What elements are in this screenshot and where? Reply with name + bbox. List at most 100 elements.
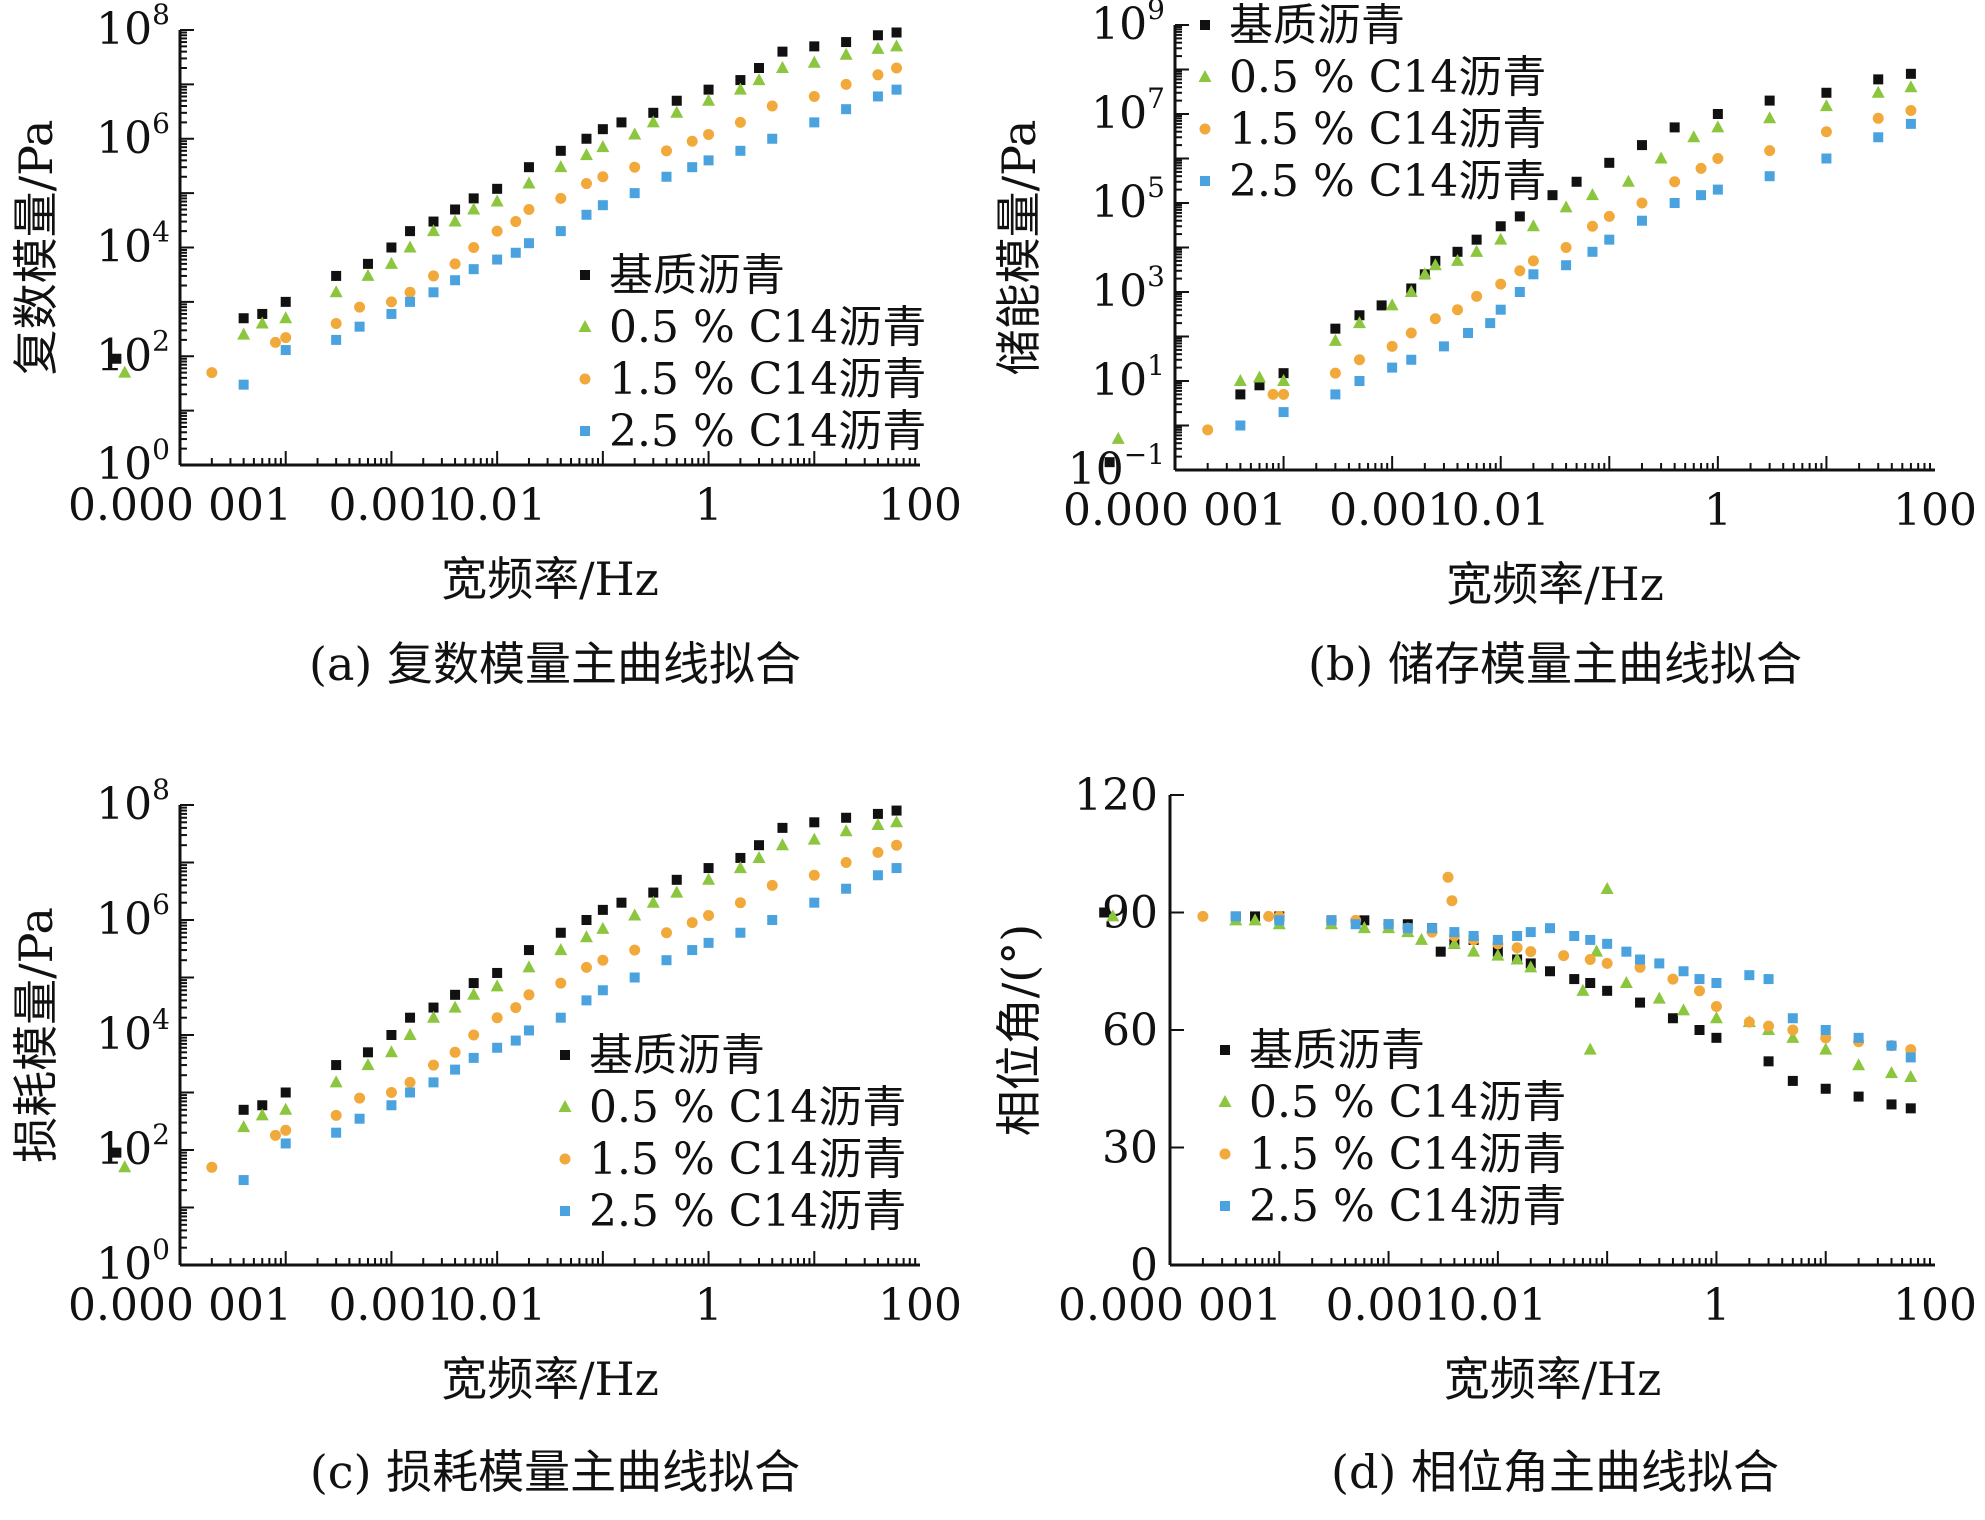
data-point xyxy=(330,318,342,330)
data-point xyxy=(255,316,269,329)
data-point xyxy=(405,1012,416,1023)
y-tick-label: 90 xyxy=(1102,888,1158,939)
data-point xyxy=(1353,354,1365,366)
series-0 xyxy=(111,805,902,1158)
data-point xyxy=(1106,909,1120,922)
data-point xyxy=(510,247,521,258)
data-point xyxy=(671,874,682,885)
data-point xyxy=(490,979,504,992)
data-point xyxy=(1418,267,1432,280)
data-point xyxy=(385,1087,397,1098)
data-point xyxy=(1905,1044,1917,1056)
data-point xyxy=(1820,1032,1832,1044)
x-axis-label: 宽频率/Hz xyxy=(1444,1352,1662,1406)
data-point xyxy=(362,258,373,269)
x-tick-label: 0.01 xyxy=(448,1280,546,1331)
data-point xyxy=(1527,255,1539,267)
data-point xyxy=(426,224,440,237)
data-point xyxy=(1202,424,1214,436)
data-point xyxy=(1514,265,1526,277)
y-tick-exponent: −1 xyxy=(1124,438,1165,471)
data-point xyxy=(386,1030,397,1040)
legend-label: 0.5 % C14沥青 xyxy=(1249,1077,1566,1128)
data-point xyxy=(891,863,902,874)
data-point xyxy=(1652,991,1666,1004)
data-point xyxy=(468,1052,479,1063)
data-point xyxy=(1669,176,1681,188)
data-point xyxy=(808,869,820,881)
data-point xyxy=(1852,1058,1866,1071)
legend-marker xyxy=(580,270,590,280)
data-point xyxy=(1584,954,1596,965)
x-axis-label: 宽频率/Hz xyxy=(1446,557,1664,611)
data-point xyxy=(428,1077,439,1088)
data-point xyxy=(1694,974,1705,985)
data-point xyxy=(555,192,567,204)
y-tick-exponent: 0 xyxy=(152,1233,170,1266)
chart-caption: (b) 储存模量主曲线拟合 xyxy=(1308,637,1802,691)
y-tick-exponent: 7 xyxy=(1147,82,1165,115)
data-point xyxy=(1601,957,1613,969)
data-point xyxy=(1544,966,1555,977)
x-tick-label: 0.01 xyxy=(1452,485,1550,536)
data-point xyxy=(492,254,503,265)
legend-marker xyxy=(1220,1201,1230,1211)
data-point xyxy=(891,84,902,95)
data-point xyxy=(703,937,714,948)
chart-caption: (a) 复数模量主曲线拟合 xyxy=(309,637,801,691)
data-point xyxy=(280,1087,291,1098)
data-point xyxy=(1696,190,1707,201)
data-point xyxy=(766,879,778,891)
data-point xyxy=(1330,323,1341,334)
data-point xyxy=(1468,931,1479,941)
data-point xyxy=(839,47,853,60)
y-tick-exponent: 2 xyxy=(152,1118,170,1151)
data-point xyxy=(1111,431,1125,444)
legend-label: 0.5 % C14沥青 xyxy=(589,1082,906,1133)
data-point xyxy=(523,203,535,215)
data-point xyxy=(1667,973,1679,985)
data-point xyxy=(775,838,789,851)
data-point xyxy=(405,1087,416,1098)
data-point xyxy=(581,133,592,144)
legend-marker xyxy=(1200,20,1210,30)
data-point xyxy=(735,75,746,86)
data-point xyxy=(733,82,747,95)
data-point xyxy=(841,37,852,48)
data-point xyxy=(1621,946,1632,957)
y-tick-exponent: 0 xyxy=(152,433,170,466)
data-point xyxy=(1820,1083,1831,1094)
data-point xyxy=(1525,927,1536,938)
x-tick-label: 1 xyxy=(1702,1280,1730,1331)
legend-label: 2.5 % C14沥青 xyxy=(589,1186,906,1237)
legend-label: 基质沥青 xyxy=(1229,0,1405,51)
data-point xyxy=(1359,915,1370,926)
data-point xyxy=(1819,99,1833,112)
series-1 xyxy=(1111,80,1918,444)
y-tick-base: 10 xyxy=(1091,355,1147,406)
data-point xyxy=(871,41,885,54)
y-axis-label: 储能模量/Pa xyxy=(992,120,1046,376)
series-2 xyxy=(206,839,903,1173)
data-point xyxy=(1451,253,1465,266)
data-point xyxy=(257,308,268,319)
data-point xyxy=(1654,958,1665,969)
data-point xyxy=(450,204,461,215)
data-point xyxy=(331,270,342,281)
data-point xyxy=(1678,966,1689,977)
data-point xyxy=(1744,970,1755,981)
y-tick-label: 106 xyxy=(96,107,170,164)
data-point xyxy=(871,817,885,830)
data-point xyxy=(1885,1066,1899,1079)
data-point xyxy=(386,242,397,253)
data-point xyxy=(1406,354,1417,365)
data-point xyxy=(735,927,746,938)
data-point xyxy=(237,327,251,340)
data-point xyxy=(238,379,249,390)
data-point xyxy=(1447,936,1461,949)
data-point xyxy=(1495,278,1507,290)
data-point xyxy=(1604,157,1615,168)
data-point xyxy=(628,908,642,921)
data-point xyxy=(468,978,479,989)
